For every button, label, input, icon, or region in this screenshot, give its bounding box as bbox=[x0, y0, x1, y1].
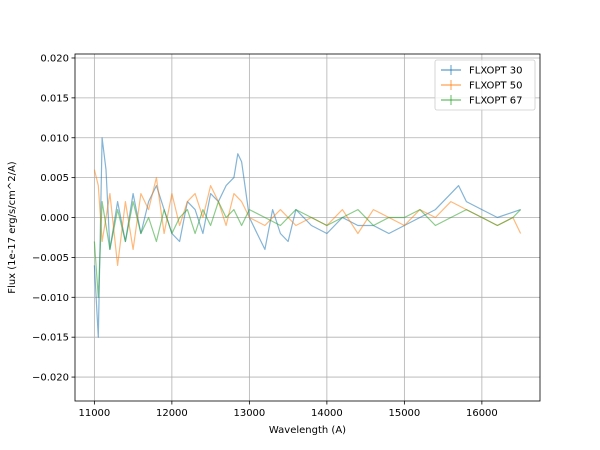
y-axis: 0.020 0.015 0.010 0.005 0.000 −0.005 −0.010 −0.… bbox=[32, 53, 75, 384]
grid-lines bbox=[75, 54, 540, 401]
x-tick-label: 11000 bbox=[78, 408, 110, 419]
y-tick-label: 0.020 bbox=[40, 53, 69, 64]
y-tick-label: −0.010 bbox=[32, 293, 69, 304]
legend-box bbox=[434, 59, 536, 111]
x-tick-label: 13000 bbox=[233, 408, 265, 419]
x-tick-label: 14000 bbox=[311, 408, 343, 419]
axes-frame bbox=[74, 53, 541, 402]
y-tick-label: −0.015 bbox=[32, 333, 69, 344]
x-tick-label: 12000 bbox=[156, 408, 188, 419]
legend-label: FLXOPT 67 bbox=[469, 96, 522, 107]
legend: FLXOPT 30 FLXOPT 50 FLXOPT 67 bbox=[434, 59, 536, 111]
y-tick-label: 0.005 bbox=[40, 173, 69, 184]
y-tick-label: −0.020 bbox=[32, 373, 69, 384]
x-axis: 11000 12000 13000 14000 15000 16000 bbox=[78, 401, 498, 419]
y-axis-label: Flux (1e-17 erg/s/cm^2/A) bbox=[7, 161, 18, 293]
series-line-2 bbox=[93, 169, 522, 266]
legend-label: FLXOPT 30 bbox=[469, 66, 522, 77]
y-tick-label: 0.000 bbox=[40, 213, 69, 224]
y-tick-label: 0.010 bbox=[40, 133, 69, 144]
x-tick-label: 15000 bbox=[388, 408, 420, 419]
x-axis-label: Wavelength (A) bbox=[269, 425, 346, 436]
legend-label: FLXOPT 50 bbox=[469, 81, 522, 92]
series-line-1 bbox=[93, 137, 521, 338]
y-tick-label: −0.005 bbox=[32, 253, 69, 264]
plot-area bbox=[93, 137, 522, 338]
x-tick-label: 16000 bbox=[466, 408, 498, 419]
y-tick-label: 0.015 bbox=[40, 93, 69, 104]
series-line-3 bbox=[93, 201, 522, 298]
